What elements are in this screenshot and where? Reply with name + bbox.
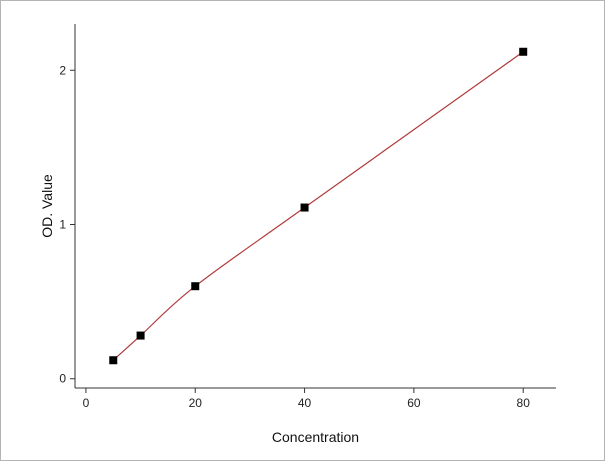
data-point xyxy=(300,203,309,212)
y-tick-label: 2 xyxy=(59,63,66,77)
data-points xyxy=(109,47,528,365)
y-axis-title: OD. Value xyxy=(39,174,55,238)
data-point xyxy=(136,331,145,340)
x-tick-label: 0 xyxy=(83,396,90,410)
x-tick-label: 80 xyxy=(517,396,531,410)
data-point xyxy=(191,282,200,291)
y-tick-label: 1 xyxy=(59,218,66,232)
axes xyxy=(74,24,556,389)
fit-line xyxy=(112,51,524,361)
x-tick-label: 20 xyxy=(189,396,203,410)
x-tick-label: 60 xyxy=(407,396,421,410)
x-tick-label: 40 xyxy=(298,396,312,410)
fit-curve xyxy=(112,51,524,361)
y-tick-label: 0 xyxy=(59,372,66,386)
ticks: 0 20 40 60 80 0 1 2 xyxy=(59,63,530,410)
x-axis-title: Concentration xyxy=(272,429,359,445)
data-point xyxy=(109,356,118,365)
data-point xyxy=(519,47,528,56)
